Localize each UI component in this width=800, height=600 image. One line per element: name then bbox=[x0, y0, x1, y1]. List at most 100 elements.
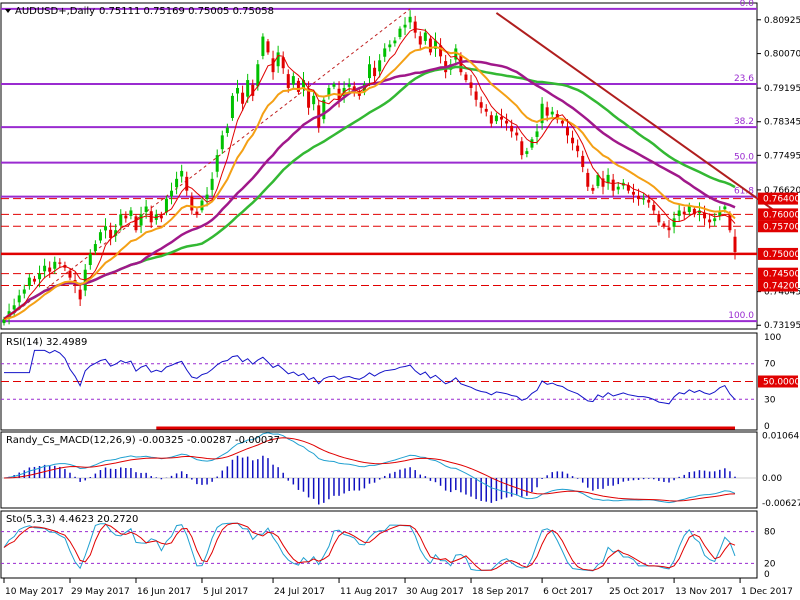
candle-body bbox=[662, 223, 666, 227]
candle-body bbox=[312, 95, 316, 105]
fib-level-label: 50.0 bbox=[734, 153, 754, 163]
time-tick-label: 1 Dec 2017 bbox=[741, 587, 793, 597]
candle-body bbox=[433, 40, 437, 49]
candle-body bbox=[718, 210, 722, 216]
candle-body bbox=[596, 174, 600, 186]
candle-body bbox=[454, 48, 458, 60]
candle-body bbox=[631, 191, 635, 195]
candle-body bbox=[667, 227, 671, 231]
candle-body bbox=[296, 80, 300, 92]
candle-body bbox=[210, 178, 214, 190]
stoch-pane-frame bbox=[0, 510, 758, 579]
candle-body bbox=[378, 60, 382, 72]
price-tick-label: 0.80925 bbox=[764, 16, 800, 26]
candle-body bbox=[535, 131, 539, 137]
candle-body bbox=[479, 102, 483, 108]
ma-orange-line bbox=[3, 45, 736, 321]
candle-body bbox=[418, 36, 422, 45]
collapse-triangle-icon[interactable] bbox=[5, 9, 11, 13]
candle-body bbox=[220, 135, 224, 150]
macd-tick-label: 0.01064 bbox=[762, 431, 799, 441]
candle-body bbox=[286, 74, 290, 88]
candle-body bbox=[88, 253, 92, 265]
candle-body bbox=[236, 87, 240, 94]
candle-body bbox=[276, 52, 280, 67]
candle-body bbox=[601, 178, 605, 187]
candle-body bbox=[98, 232, 102, 241]
level-label: 0.76400 bbox=[763, 195, 800, 205]
candle-body bbox=[571, 137, 575, 144]
candle-body bbox=[687, 206, 691, 213]
candle-body bbox=[368, 64, 371, 79]
candle-body bbox=[266, 41, 270, 53]
candle-body bbox=[302, 80, 306, 89]
rsi-tick-label: 70 bbox=[764, 360, 776, 370]
candle-body bbox=[388, 44, 392, 48]
candle-body bbox=[164, 198, 168, 213]
candle-body bbox=[180, 170, 184, 177]
price-tick-label: 0.77495 bbox=[764, 151, 800, 161]
candle-body bbox=[428, 38, 432, 53]
candle-body bbox=[241, 92, 245, 104]
candle-body bbox=[550, 111, 554, 115]
candle-body bbox=[423, 32, 427, 41]
time-tick-label: 5 Jul 2017 bbox=[203, 587, 248, 597]
candle-body bbox=[489, 115, 493, 124]
candle-body bbox=[215, 155, 219, 172]
candle-body bbox=[520, 141, 524, 156]
candle-body bbox=[27, 277, 31, 286]
rsi-axis: 100 70 30 0 50.0000 bbox=[758, 333, 800, 432]
candle-body bbox=[129, 210, 133, 216]
rsi-50-box bbox=[758, 375, 798, 388]
candle-body bbox=[205, 194, 209, 199]
candle-body bbox=[459, 55, 463, 73]
candle-body bbox=[195, 211, 199, 215]
candle-body bbox=[200, 200, 204, 211]
candle-body bbox=[565, 127, 569, 136]
time-tick-label: 16 Jun 2017 bbox=[137, 587, 191, 597]
rsi-line bbox=[4, 349, 736, 405]
stoch-tick-label: 20 bbox=[764, 559, 776, 569]
macd-pane[interactable]: 0.01064 0.00 -0.00627 Randy_Cs_MACD(12,26,… bbox=[0, 431, 800, 509]
fib-level-label: 100.0 bbox=[728, 311, 754, 321]
candle-body bbox=[591, 187, 595, 191]
fib-level-label: 23.6 bbox=[734, 74, 754, 84]
symbol-header: AUDUSD+,Daily 0.75111 0.75169 0.75005 0.… bbox=[5, 6, 274, 17]
candle-body bbox=[505, 120, 509, 124]
rsi-pane[interactable]: 100 70 30 0 50.0000 RSI(14) 32.4989 bbox=[0, 332, 800, 432]
candle-body bbox=[281, 57, 285, 69]
candle-body bbox=[581, 155, 585, 167]
rsi-content bbox=[1, 349, 757, 430]
time-tick-label: 24 Jul 2017 bbox=[274, 587, 325, 597]
stoch-signal-line bbox=[3, 522, 736, 571]
candle-body bbox=[672, 218, 676, 227]
candle-body bbox=[104, 226, 108, 231]
level-label-box bbox=[758, 192, 798, 205]
candle-body bbox=[494, 115, 498, 122]
candle-body bbox=[576, 145, 580, 152]
candle-body bbox=[408, 16, 412, 23]
candle-body bbox=[32, 278, 36, 282]
candle-body bbox=[439, 45, 443, 57]
macd-title: Randy_Cs_MACD(12,26,9) -0.00325 -0.00287… bbox=[6, 435, 280, 446]
candle-body bbox=[251, 84, 255, 96]
candle-body bbox=[139, 214, 143, 226]
stoch-pane[interactable]: 80 200 Sto(5,3,3) 4.4623 20.2720 bbox=[0, 510, 776, 580]
time-tick-label: 29 May 2017 bbox=[71, 587, 130, 597]
stoch-content bbox=[1, 522, 757, 572]
level-label: 0.74200 bbox=[763, 282, 800, 292]
macd-axis: 0.01064 0.00 -0.00627 bbox=[762, 431, 800, 509]
candle-body bbox=[647, 199, 651, 203]
stoch-main-line bbox=[3, 522, 736, 572]
candle-body bbox=[413, 21, 417, 33]
candle-body bbox=[560, 120, 564, 124]
time-tick-label: 13 Nov 2017 bbox=[675, 587, 733, 597]
candle-body bbox=[170, 190, 174, 197]
level-label: 0.76000 bbox=[763, 210, 800, 220]
level-label: 0.75700 bbox=[763, 222, 800, 232]
macd-tick-label: -0.00627 bbox=[762, 499, 800, 509]
candle-body bbox=[58, 262, 62, 264]
